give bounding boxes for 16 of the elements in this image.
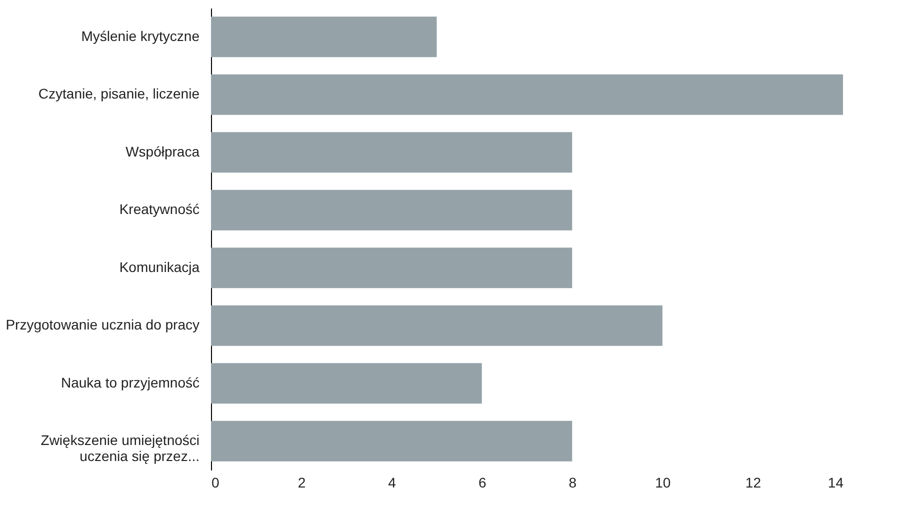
y-tick-label: Komunikacja: [119, 258, 200, 275]
y-tick-label: Zwiększenie umiejętności uczenia się przez...: [40, 432, 200, 464]
x-tick-label: 2: [298, 474, 306, 490]
y-tick-label: Przygotowanie ucznia do pracy: [6, 316, 200, 333]
y-tick-label: Współpraca: [126, 143, 200, 160]
y-tick-label: Nauka to przyjemność: [60, 374, 200, 390]
x-tick-label: 12: [745, 474, 762, 490]
y-tick-label: Kreatywność: [119, 201, 200, 218]
x-tick-label: 8: [568, 474, 577, 490]
y-tick-label: Czytanie, pisanie, liczenie: [38, 86, 200, 102]
x-tick-label: 4: [388, 474, 396, 490]
x-tick-label: 14: [828, 474, 844, 490]
x-tick-label: 0: [212, 474, 220, 490]
x-tick-label: 10: [655, 474, 671, 490]
y-tick-label: Myślenie krytyczne: [81, 28, 200, 44]
x-tick-label: 6: [478, 474, 486, 490]
